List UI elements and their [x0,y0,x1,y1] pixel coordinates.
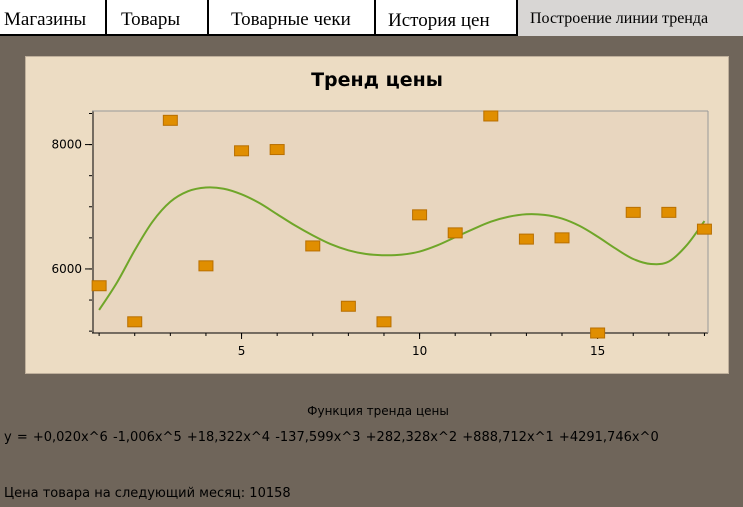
data-point [412,209,428,221]
plot-area [92,111,708,333]
forecast-line: Цена товара на следующий месяц: 10158 [4,486,291,501]
data-point [483,110,499,122]
x-tick-label: 5 [238,344,246,358]
data-point [696,223,712,235]
data-point [340,300,356,312]
x-tick-label: 10 [412,344,427,358]
tab-trend-line[interactable]: Построение линии тренда [518,0,743,36]
data-point [269,144,285,156]
tab-bar: Магазины Товары Товарные чеки История це… [0,0,743,36]
tab-label: Магазины [4,9,87,30]
trend-line [98,186,706,311]
data-point [91,280,107,292]
data-point [518,233,534,245]
forecast-value: 10158 [249,486,291,501]
data-points [91,110,712,339]
data-point [590,327,606,339]
tab-price-history[interactable]: История цен [376,0,518,36]
forecast-label: Цена товара на следующий месяц: [4,486,246,501]
data-point [554,232,570,244]
x-ticks: 5 10 15 [98,333,705,358]
y-ticks: 6000 8000 [51,138,92,276]
tab-receipts[interactable]: Товарные чеки [209,0,376,36]
data-point [305,240,321,252]
formula-heading: Функция тренда цены [307,404,449,418]
trend-formula: y = +0,020x^6 -1,006x^5 +18,322x^4 -137,… [4,430,659,445]
y-tick-label: 8000 [51,138,82,152]
data-point [661,206,677,218]
data-point [127,316,143,328]
data-point [234,145,250,157]
y-tick-label: 6000 [51,262,82,276]
data-point [447,227,463,239]
tab-label: История цен [388,10,490,31]
chart-title: Тренд цены [311,69,443,91]
y-minor-ticks [89,112,92,332]
price-trend-chart: 5 10 15 6000 8000 [51,110,712,358]
tab-stores[interactable]: Магазины [0,0,107,36]
data-point [376,316,392,328]
data-point [162,114,178,126]
tab-label: Товары [121,9,181,30]
tab-label: Построение линии тренда [530,10,709,27]
data-point [625,206,641,218]
chart-panel: Тренд цены 5 10 15 6000 8000 [25,56,729,374]
tab-label: Товарные чеки [231,9,351,30]
tab-products[interactable]: Товары [107,0,209,36]
x-tick-label: 15 [590,344,605,358]
data-point [198,260,214,272]
